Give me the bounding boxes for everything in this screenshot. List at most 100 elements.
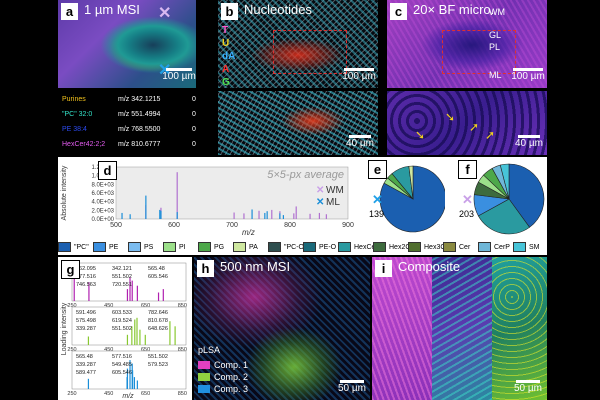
legend-swatch	[128, 242, 141, 252]
peak-label: 603.533	[112, 310, 132, 316]
x-tick-label: 650	[141, 347, 150, 353]
x-tick-label: 250	[67, 347, 76, 353]
panel-title-c: 20× BF micro.	[413, 2, 495, 17]
class-legend-item: HexCer	[338, 242, 378, 252]
x-tick-label: 900	[342, 222, 354, 229]
peak-label: 575.498	[76, 318, 96, 324]
legend-swatch	[478, 242, 491, 252]
panel-a: a 1 µm MSI ✕ ✕ 100 µm Purines m/z 342.121…	[58, 0, 196, 155]
arrow-icon: ➘	[445, 110, 456, 124]
x-tick-label: 600	[168, 222, 180, 229]
legend-swatch	[268, 242, 281, 252]
loading-subplot	[71, 350, 187, 390]
x-tick-label: 850	[178, 347, 187, 353]
scale-bar-i: 50 µm	[510, 380, 546, 394]
wm-cross-icon: ✕	[158, 5, 172, 22]
y-tick-label: 6.0E+03	[91, 191, 114, 197]
component-label: Comp. 3	[214, 384, 249, 394]
lipid-class-legend: "PC" PE PS PI PG PA "PC-O" PE-O HexCer Hex2Cer Hex…	[58, 239, 547, 255]
panel-i: i Composite 50 µm	[372, 257, 547, 400]
x-tick-label: 850	[178, 303, 187, 309]
legend-label: Hex3Cer	[424, 243, 452, 251]
arrow-icon: ➘	[415, 128, 426, 142]
panel-label-a: a	[61, 3, 78, 20]
class-legend-item: Hex2Cer	[373, 242, 417, 252]
ion-min: 0%	[192, 126, 196, 133]
legend-swatch	[163, 242, 176, 252]
panel-label-f: f	[458, 160, 477, 179]
legend-label: PG	[214, 243, 225, 251]
panel-f: f ✕ 203	[455, 157, 547, 237]
ml-cross-icon: ✕	[372, 192, 383, 207]
ion-name: PE 38:4	[62, 126, 87, 133]
component-swatch	[198, 373, 210, 381]
peak-label: 591.496	[76, 310, 96, 316]
legend-label: CerP	[494, 243, 510, 251]
y-tick-label: 8.0E+03	[91, 182, 114, 188]
legend-label: PS	[144, 243, 154, 251]
peak-label: 720.551	[112, 282, 132, 288]
ion-name: HexCer42:2;2	[62, 141, 106, 148]
legend-label: Hex2Cer	[389, 243, 417, 251]
nucleotide-letter: A	[222, 64, 230, 75]
x-axis-label: m/z	[242, 228, 255, 237]
component-label: Comp. 1	[214, 360, 249, 370]
class-legend-item: PA	[233, 242, 258, 252]
panel-e: e ✕ 139	[365, 157, 445, 237]
panel-label-e: e	[368, 160, 387, 179]
wm-cross-icon: ✕	[462, 192, 473, 207]
pie-slice	[477, 198, 530, 235]
scale-bar-c-top: 100 µm	[509, 68, 547, 82]
ion-name: "PC" 32:0	[62, 111, 93, 118]
legend-swatch	[373, 242, 386, 252]
composite-right	[492, 257, 547, 400]
zoom-box-c	[442, 30, 516, 74]
arrow-icon: ➚	[469, 120, 480, 134]
panel-title-h: 500 nm MSI	[220, 259, 291, 274]
nucleotide-letter: G	[222, 77, 230, 88]
peak-label: 339.287	[76, 326, 96, 332]
ion-mz: m/z 342.1215	[118, 96, 161, 103]
class-legend-item: Cer	[443, 242, 470, 252]
ion-mz: m/z 768.5500	[118, 126, 161, 133]
ion-mz: m/z 810.6777	[118, 141, 161, 148]
layer-pl: PL	[489, 42, 501, 52]
peak-label: 619.524	[112, 318, 132, 324]
panel-label-b: b	[221, 3, 238, 20]
scale-bar-a: 100 µm	[162, 68, 196, 82]
class-legend-item: "PC-O"	[268, 242, 306, 252]
panel-label-g: g	[61, 260, 80, 279]
class-legend-item: CerP	[478, 242, 510, 252]
class-legend-item: Hex3Cer	[408, 242, 452, 252]
legend-label: PE-O	[319, 243, 337, 251]
peak-label: 577.516	[76, 274, 96, 280]
zoom-box	[273, 30, 347, 74]
legend-swatch	[408, 242, 421, 252]
peak-label: 551.502	[148, 354, 168, 360]
peak-label: 342.121	[112, 266, 132, 272]
scale-bar-c-bottom: 40 µm	[511, 135, 547, 149]
y-tick-label: 2.0E+03	[91, 208, 114, 214]
x-tick-label: 650	[141, 391, 150, 397]
ion-min: 0%	[192, 111, 196, 118]
spectrum-chart: 0.0E+002.0E+034.0E+036.0E+038.0E+031.0E+…	[61, 165, 354, 237]
class-legend-item: PG	[198, 242, 224, 252]
ion-mz: m/z 551.4994	[118, 111, 161, 118]
layer-wm: WM	[489, 7, 505, 17]
average-note: 5×5-px average	[267, 169, 344, 181]
legend-label: PI	[179, 243, 186, 251]
msi-image-a	[58, 0, 196, 88]
loading-subplot	[71, 262, 187, 302]
panel-c: c 20× BF micro. WM GL PL ML ➘ ➘ ➚ ➚ 100 …	[387, 0, 547, 155]
loading-subplot	[71, 306, 187, 346]
peak-label: 782.646	[148, 310, 168, 316]
peak-label: 579.523	[148, 362, 168, 368]
peak-label: 565.48	[148, 266, 165, 272]
panel-d: d 0.0E+002.0E+034.0E+036.0E+038.0E+031.0…	[58, 157, 358, 237]
panel-label-h: h	[197, 260, 214, 277]
pie-chart-f	[473, 163, 545, 235]
panel-title-a: 1 µm MSI	[84, 2, 140, 17]
